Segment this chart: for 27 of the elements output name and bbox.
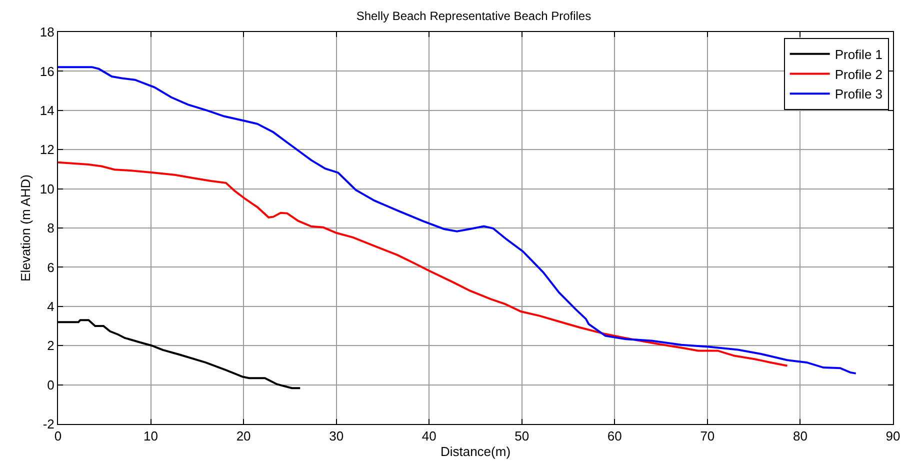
x-tick-label: 70 bbox=[700, 428, 715, 444]
y-tick-label: 14 bbox=[40, 102, 54, 118]
x-tick-label: 40 bbox=[422, 428, 436, 444]
y-tick-label: 10 bbox=[40, 181, 54, 196]
y-tick-label: -2 bbox=[42, 416, 54, 432]
legend-label: Profile 2 bbox=[834, 66, 883, 82]
y-tick-label: 0 bbox=[47, 377, 54, 392]
y-tick-label: 18 bbox=[40, 24, 54, 40]
legend-label: Profile 3 bbox=[834, 86, 883, 102]
x-tick-label: 90 bbox=[886, 428, 900, 444]
y-tick-label: 12 bbox=[40, 142, 54, 158]
y-tick-label: 2 bbox=[47, 338, 54, 354]
chart-title: Shelly Beach Representative Beach Profiles bbox=[356, 9, 592, 24]
legend-label: Profile 1 bbox=[834, 46, 883, 62]
y-tick-label: 6 bbox=[47, 260, 54, 275]
y-tick-label: 16 bbox=[40, 64, 54, 79]
line-series bbox=[58, 161, 788, 367]
x-axis-title: Distance(m) bbox=[440, 444, 511, 460]
x-tick-label: 10 bbox=[144, 428, 158, 444]
y-axis-title: Elevation (m AHD) bbox=[18, 174, 33, 282]
x-tick-label: 30 bbox=[329, 428, 344, 444]
x-tick-label: 20 bbox=[236, 428, 251, 444]
y-tick-label: 4 bbox=[47, 298, 54, 314]
x-tick-label: 50 bbox=[514, 428, 530, 444]
x-tick-label: 60 bbox=[607, 428, 622, 444]
x-tick-label: 80 bbox=[792, 428, 808, 444]
y-tick-label: 8 bbox=[47, 220, 54, 236]
